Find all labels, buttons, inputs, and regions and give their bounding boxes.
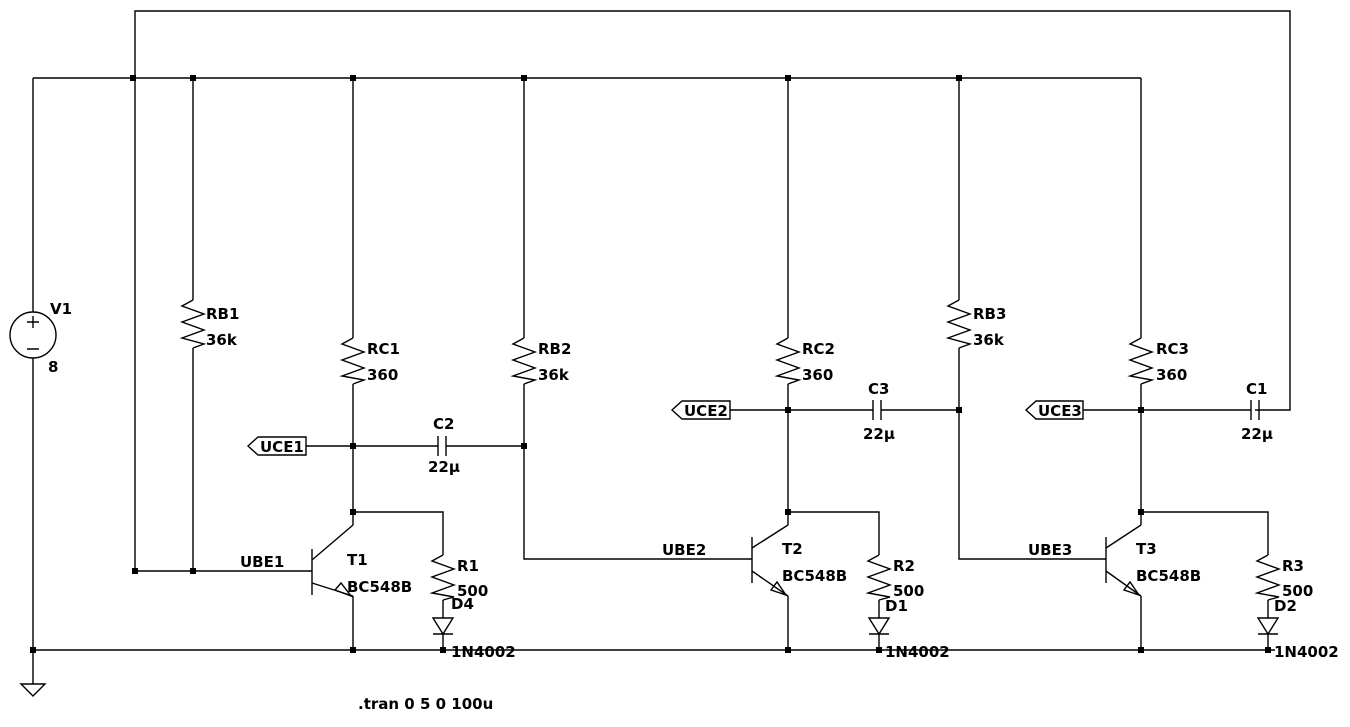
transistor-t3[interactable]: T3 BC548B [1098, 524, 1201, 597]
resistor-rb3[interactable]: RB3 36k [945, 299, 1006, 349]
diode-d1[interactable]: D1 1N4002 [867, 597, 950, 661]
resistor-r1[interactable]: R1 500 [429, 554, 488, 601]
resistor-r3[interactable]: R3 500 [1254, 554, 1313, 601]
resistor-rb1[interactable]: RB1 36k [179, 299, 239, 349]
v1-name: V1 [50, 300, 72, 318]
rc2-name: RC2 [802, 340, 835, 358]
voltage-source-v1[interactable]: V1 8 [9, 300, 72, 376]
d1-value: 1N4002 [885, 643, 950, 661]
resistor-rb2[interactable]: RB2 36k [510, 337, 571, 385]
r3-name: R3 [1282, 557, 1304, 575]
r1-name: R1 [457, 557, 479, 575]
rb3-name: RB3 [973, 305, 1006, 323]
net-flag-uce3[interactable]: UCE3 [1024, 400, 1084, 420]
transistor-t2[interactable]: T2 BC548B [742, 524, 847, 597]
transistor-t1[interactable]: T1 BC548B [311, 524, 412, 598]
uce1-label: UCE1 [260, 438, 304, 456]
c3-value: 22µ [863, 425, 895, 443]
rc1-value: 360 [367, 366, 398, 384]
capacitor-c3[interactable]: C3 22µ [863, 380, 895, 443]
t3-value: BC548B [1136, 567, 1201, 585]
rc3-name: RC3 [1156, 340, 1189, 358]
rb3-value: 36k [973, 331, 1005, 349]
d4-value: 1N4002 [451, 643, 516, 661]
ube3-label: UBE3 [1028, 541, 1072, 559]
rb2-value: 36k [538, 366, 570, 384]
rb1-name: RB1 [206, 305, 239, 323]
rb2-name: RB2 [538, 340, 571, 358]
spice-directive[interactable]: .tran 0 5 0 100u [358, 695, 493, 713]
uce2-label: UCE2 [684, 402, 728, 420]
diode-d4[interactable]: D4 1N4002 [431, 595, 516, 661]
resistor-rc2[interactable]: RC2 360 [774, 337, 835, 385]
c3-name: C3 [868, 380, 889, 398]
resistor-rc1[interactable]: RC1 360 [339, 337, 400, 385]
junction-dots [30, 75, 1271, 653]
c1-name: C1 [1246, 380, 1267, 398]
t2-value: BC548B [782, 567, 847, 585]
resistor-r2[interactable]: R2 500 [865, 554, 924, 601]
t1-value: BC548B [347, 578, 412, 596]
r1-value: 500 [457, 582, 488, 600]
diode-d2[interactable]: D2 1N4002 [1256, 597, 1339, 661]
t3-name: T3 [1136, 540, 1157, 558]
wires [19, 10, 1291, 697]
uce3-label: UCE3 [1038, 402, 1082, 420]
r3-value: 500 [1282, 582, 1313, 600]
rc1-name: RC1 [367, 340, 400, 358]
v1-value: 8 [48, 358, 58, 376]
d1-name: D1 [885, 597, 908, 615]
d2-name: D2 [1274, 597, 1297, 615]
resistor-rc3[interactable]: RC3 360 [1127, 337, 1189, 385]
d2-value: 1N4002 [1274, 643, 1339, 661]
capacitor-c1[interactable]: C1 22µ [1241, 380, 1273, 443]
t1-name: T1 [347, 551, 368, 569]
c2-value: 22µ [428, 458, 460, 476]
rb1-value: 36k [206, 331, 238, 349]
c2-name: C2 [433, 415, 454, 433]
r2-value: 500 [893, 582, 924, 600]
capacitor-c2[interactable]: C2 22µ [428, 415, 460, 476]
net-flag-uce2[interactable]: UCE2 [670, 400, 731, 420]
rc3-value: 360 [1156, 366, 1187, 384]
net-flag-uce1[interactable]: UCE1 [246, 436, 307, 456]
ube1-label: UBE1 [240, 553, 284, 571]
ube2-label: UBE2 [662, 541, 706, 559]
rc2-value: 360 [802, 366, 833, 384]
c1-value: 22µ [1241, 425, 1273, 443]
t2-name: T2 [782, 540, 803, 558]
r2-name: R2 [893, 557, 915, 575]
d4-name: D4 [451, 595, 474, 613]
